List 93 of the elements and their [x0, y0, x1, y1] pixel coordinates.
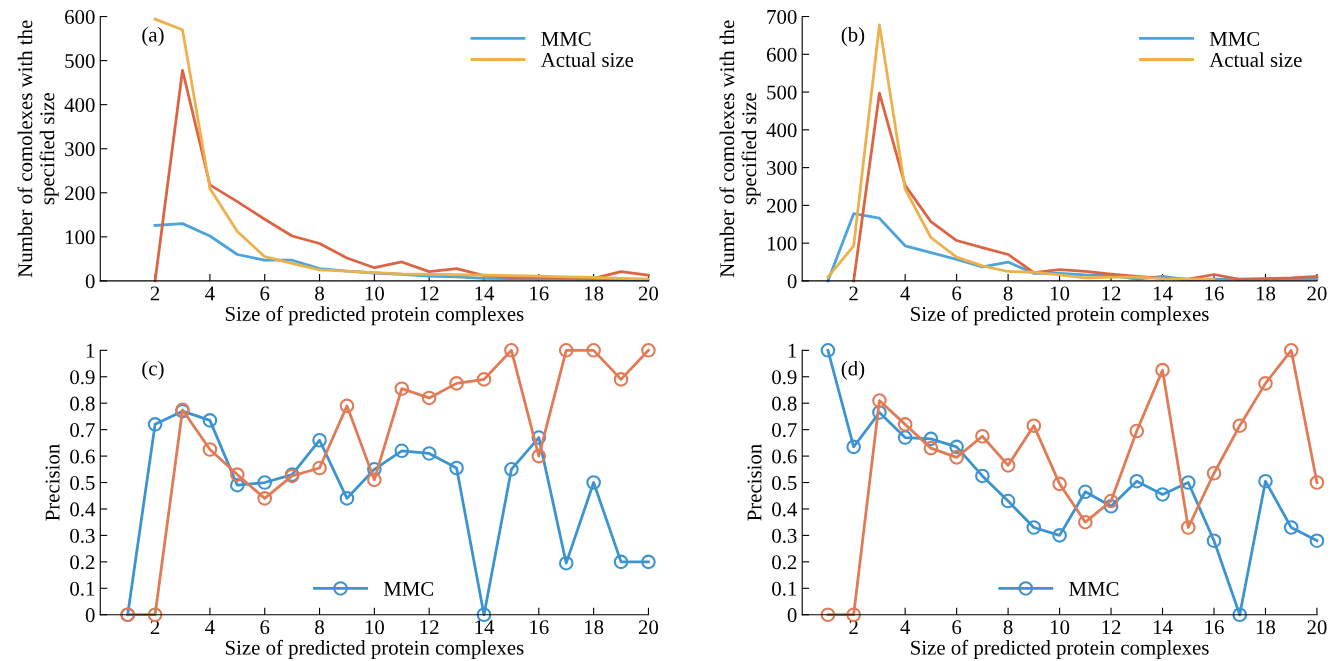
y-tick-label: 0.1	[772, 581, 797, 596]
y-tick-label: 0.8	[70, 396, 95, 411]
x-tick-label: 6	[952, 620, 962, 635]
x-tick-label: 14	[475, 286, 495, 301]
x-tick-label: 14	[1153, 286, 1173, 301]
x-tick-label: 10	[365, 286, 384, 301]
y-tick-label: 0.7	[70, 423, 95, 438]
y-tick-label: 600	[65, 9, 95, 24]
x-tick-label: 10	[1050, 620, 1070, 635]
x-tick-label: 14	[1153, 620, 1173, 635]
y-tick-label: 0.9	[772, 370, 797, 385]
annotation: (b)	[841, 27, 865, 46]
legend-label: MMC	[1069, 581, 1119, 596]
x-tick-label: 20	[1307, 620, 1327, 635]
x-axis-title: Size of predicted protein complexes	[225, 639, 524, 659]
x-tick-label: 2	[849, 286, 858, 301]
y-tick-label: 1	[86, 343, 95, 358]
y-tick-label: 100	[767, 236, 797, 251]
legend-label: MMC	[541, 31, 591, 46]
y-tick-label: 0.3	[70, 528, 95, 543]
legend-label: MMC	[1209, 31, 1260, 46]
x-tick-label: 8	[1003, 620, 1013, 635]
y-tick-label: 0.4	[70, 502, 96, 517]
y-tick-label: 600	[766, 47, 797, 62]
x-tick-label: 16	[530, 286, 549, 301]
x-tick-label: 12	[1102, 620, 1121, 635]
x-axis-title: Size of predicted protein complexes	[911, 306, 1209, 326]
x-tick-label: 10	[365, 620, 384, 635]
y-tick-label: 0	[787, 274, 797, 289]
y-tick-label: 0	[787, 608, 797, 623]
x-tick-label: 16	[1205, 286, 1224, 301]
x-tick-label: 10	[1050, 286, 1070, 301]
x-axis-title: Size of predicted protein complexes	[911, 639, 1209, 659]
y-tick-label: 0.6	[772, 449, 797, 464]
x-tick-label: 16	[1205, 620, 1224, 635]
y-axis-title: Number of comolexes with the specified size	[719, 20, 761, 278]
y-tick-label: 0.2	[70, 555, 95, 570]
y-tick-label: 0	[85, 274, 95, 289]
y-tick-label: 0.6	[70, 449, 95, 464]
x-tick-label: 8	[315, 620, 324, 635]
x-tick-label: 12	[420, 620, 439, 635]
y-tick-label: 0.4	[772, 502, 798, 517]
y-tick-label: 1	[788, 343, 797, 358]
y-axis-title: Precision	[747, 444, 762, 521]
x-tick-label: 6	[952, 286, 962, 301]
x-tick-label: 16	[530, 620, 549, 635]
y-tick-label: 0.5	[772, 475, 797, 491]
x-tick-label: 4	[205, 620, 215, 635]
x-tick-label: 6	[260, 620, 270, 635]
x-tick-label: 12	[420, 286, 439, 301]
x-tick-label: 4	[900, 620, 911, 635]
legend-label: MMC	[383, 581, 434, 596]
x-tick-label: 14	[475, 620, 495, 635]
y-tick-label: 0.1	[70, 581, 95, 596]
y-tick-label: 500	[65, 53, 95, 69]
x-tick-label: 18	[1256, 286, 1276, 301]
annotation: (a)	[142, 27, 164, 46]
x-tick-label: 4	[900, 286, 911, 301]
x-tick-label: 20	[638, 286, 659, 301]
y-tick-label: 100	[66, 230, 95, 245]
x-axis-title: Size of predicted protein complexes	[225, 306, 524, 326]
y-tick-label: 0.7	[772, 423, 797, 438]
annotation: (c)	[142, 360, 164, 380]
y-tick-label: 500	[767, 85, 797, 100]
y-axis-title: Number of comolexes with the specified size	[17, 20, 59, 278]
y-tick-label: 300	[65, 142, 95, 157]
y-tick-label: 300	[767, 160, 797, 176]
y-tick-label: 0.9	[70, 370, 95, 385]
y-tick-label: 0.2	[772, 555, 797, 570]
y-tick-label: 200	[65, 186, 95, 201]
y-tick-label: 0.3	[772, 528, 797, 543]
x-tick-label: 12	[1102, 286, 1121, 301]
annotation: (d)	[841, 360, 865, 380]
x-tick-label: 8	[1003, 286, 1013, 301]
y-tick-label: 0.8	[772, 396, 797, 411]
x-tick-label: 20	[1307, 286, 1327, 301]
y-tick-label: 200	[767, 198, 797, 213]
x-tick-label: 18	[1256, 620, 1276, 635]
y-axis-title: Precision	[45, 444, 60, 521]
y-tick-label: 400	[766, 123, 797, 138]
x-tick-label: 4	[205, 286, 215, 301]
y-tick-label: 700	[767, 9, 797, 24]
y-tick-label: 0	[85, 608, 95, 623]
legend-label: Actual size	[540, 52, 634, 67]
y-tick-label: 0.5	[70, 475, 95, 491]
x-tick-label: 20	[638, 620, 659, 635]
legend-label: Actual size	[1209, 52, 1302, 67]
y-tick-label: 400	[64, 98, 95, 113]
x-tick-label: 18	[585, 286, 604, 301]
x-tick-label: 18	[585, 620, 604, 635]
x-tick-label: 2	[150, 286, 160, 301]
x-tick-label: 6	[260, 286, 270, 301]
x-tick-label: 8	[315, 286, 324, 301]
